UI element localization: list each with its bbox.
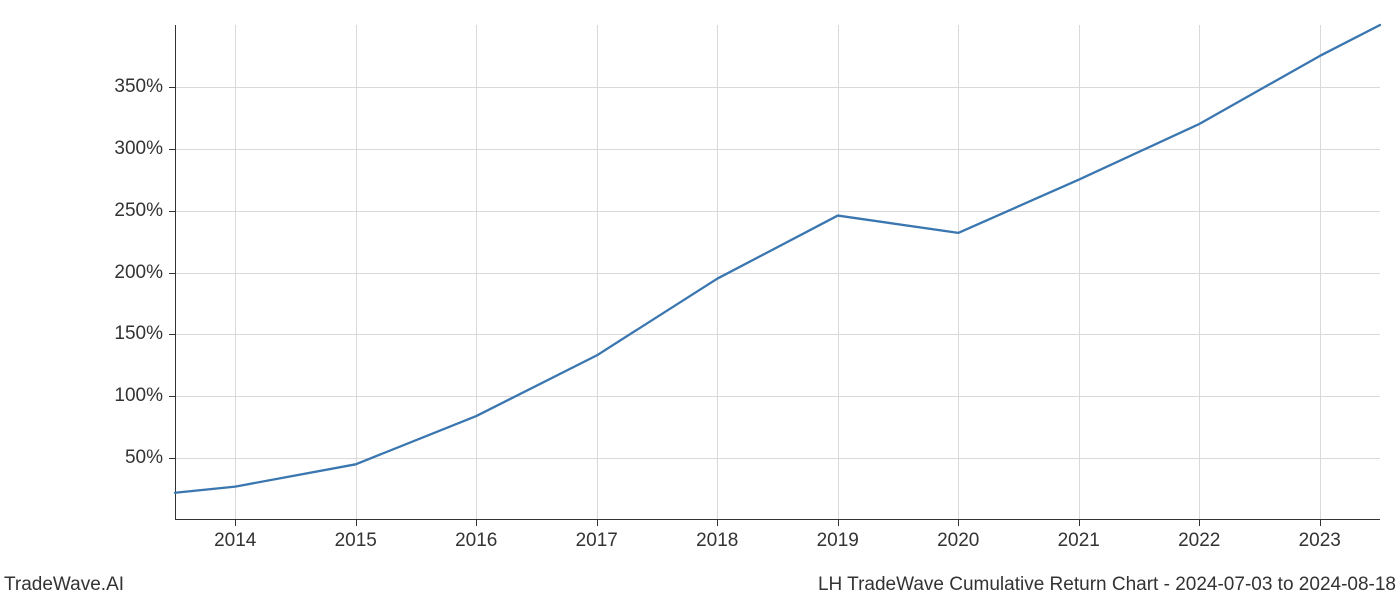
- y-tick-label: 50%: [125, 447, 163, 469]
- y-tick-label: 300%: [114, 138, 163, 160]
- x-tick: [717, 520, 718, 526]
- y-tick-label: 250%: [114, 200, 163, 222]
- x-tick-label: 2018: [696, 530, 738, 552]
- x-tick-label: 2021: [1058, 530, 1100, 552]
- x-tick: [958, 520, 959, 526]
- x-tick: [1079, 520, 1080, 526]
- x-tick-label: 2019: [817, 530, 859, 552]
- y-tick-label: 150%: [114, 323, 163, 345]
- x-tick-label: 2023: [1299, 530, 1341, 552]
- x-tick-label: 2022: [1178, 530, 1220, 552]
- x-tick-label: 2014: [214, 530, 256, 552]
- y-tick-label: 350%: [114, 76, 163, 98]
- chart-container: TradeWave.AI LH TradeWave Cumulative Ret…: [0, 0, 1400, 600]
- x-tick-label: 2016: [455, 530, 497, 552]
- x-tick-label: 2017: [576, 530, 618, 552]
- data-series-line: [175, 25, 1380, 493]
- line-chart-svg: [175, 25, 1380, 520]
- footer-brand: TradeWave.AI: [4, 574, 124, 596]
- y-tick-label: 200%: [114, 262, 163, 284]
- footer-caption: LH TradeWave Cumulative Return Chart - 2…: [818, 574, 1396, 596]
- x-tick: [838, 520, 839, 526]
- plot-area: [175, 25, 1380, 520]
- x-tick: [1199, 520, 1200, 526]
- x-tick-label: 2020: [937, 530, 979, 552]
- x-tick: [597, 520, 598, 526]
- y-tick-label: 100%: [114, 385, 163, 407]
- x-tick: [235, 520, 236, 526]
- x-tick: [476, 520, 477, 526]
- x-tick: [1320, 520, 1321, 526]
- x-tick-label: 2015: [335, 530, 377, 552]
- x-tick: [356, 520, 357, 526]
